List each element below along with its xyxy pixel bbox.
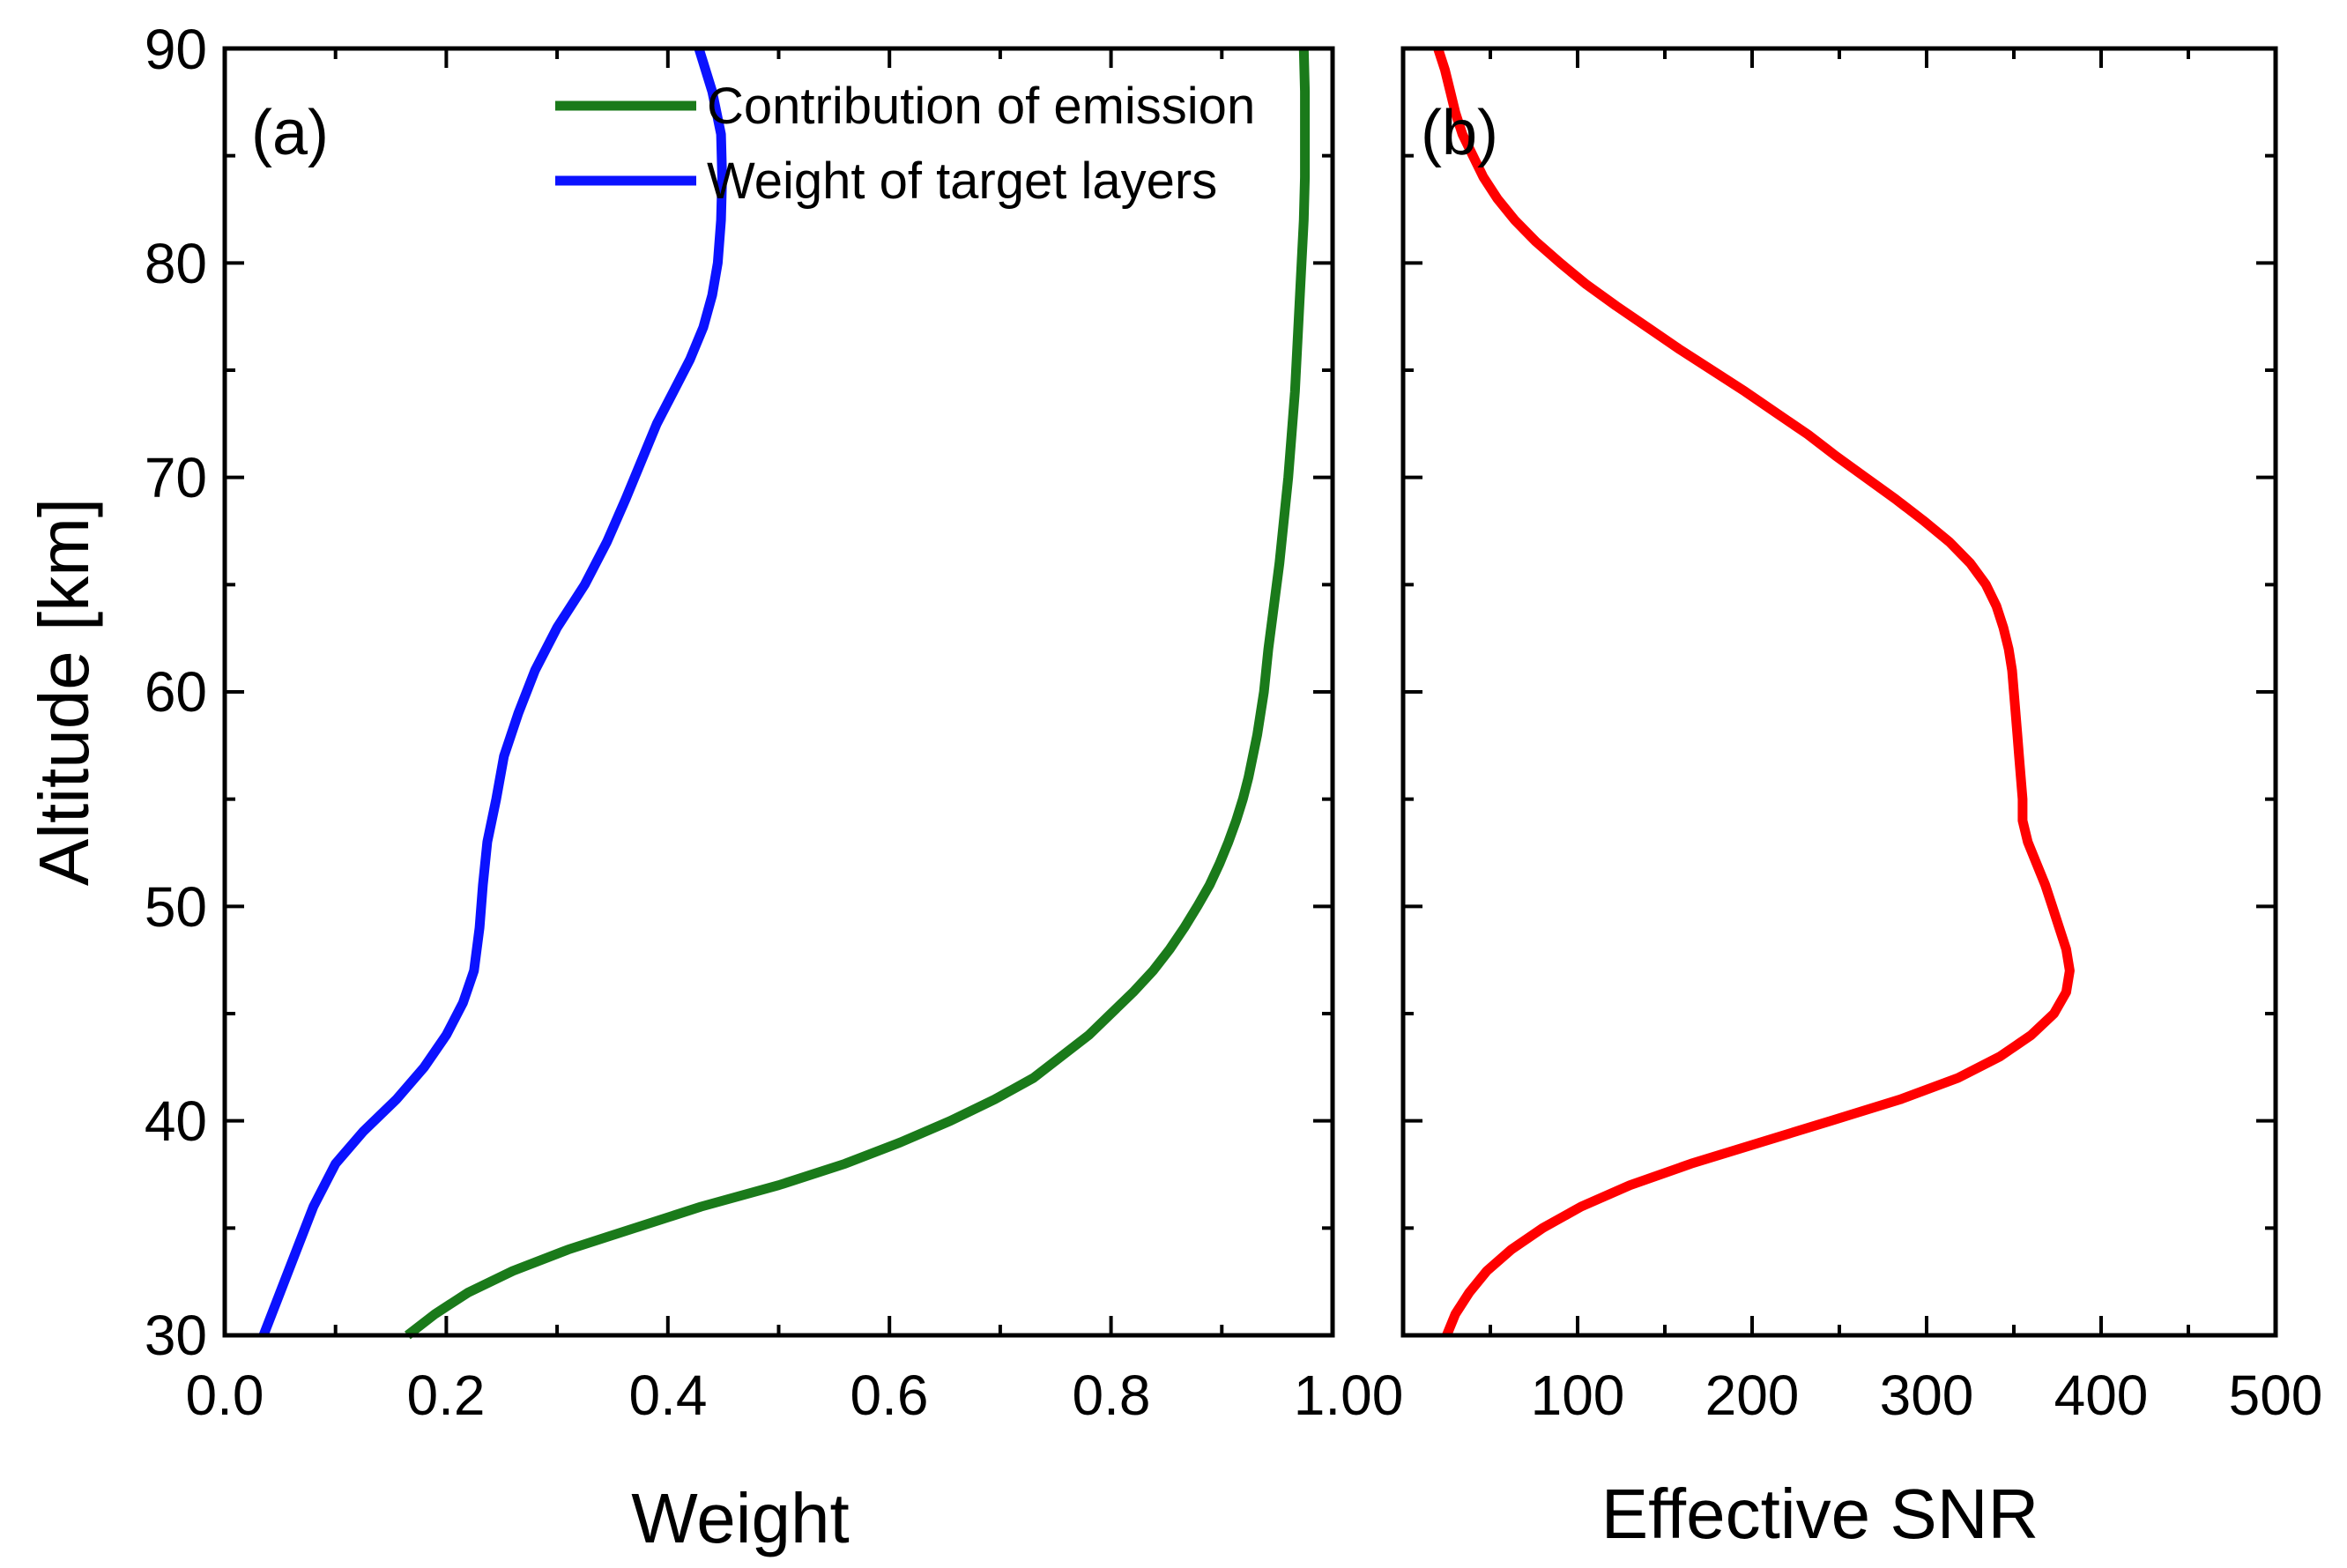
panel-b-x-tick-labels: 100 200 300 400 500 <box>1531 1364 2323 1427</box>
x-tick-label: 0.4 <box>629 1364 708 1427</box>
y-tick-label: 30 <box>145 1304 207 1367</box>
y-tick-label: 90 <box>145 18 207 81</box>
x-tick-label: 200 <box>1705 1364 1800 1427</box>
series-line-effective-snr <box>1433 47 2075 1338</box>
x-tick-label: 0.6 <box>850 1364 929 1427</box>
y-tick-label: 70 <box>145 446 207 509</box>
panel-a: (a) Contribution of emission Weight of t… <box>145 18 1403 1557</box>
panel-b-label: (b) <box>1421 98 1498 168</box>
x-tick-label: 0.0 <box>186 1364 264 1427</box>
panel-a-x-tick-labels: 0.0 0.2 0.4 0.6 0.8 1.00 <box>186 1364 1404 1427</box>
y-tick-label: 60 <box>145 660 207 724</box>
panel-a-series <box>258 47 1311 1340</box>
y-tick-label: 80 <box>145 232 207 295</box>
panel-a-frame <box>222 46 1335 1338</box>
y-axis-title: Altitude [km] <box>25 498 103 886</box>
y-tick-label: 50 <box>145 875 207 939</box>
y-tick-labels: 30 40 50 60 70 80 90 <box>145 18 207 1367</box>
x-tick-label: 300 <box>1880 1364 1974 1427</box>
x-tick-label: 100 <box>1531 1364 1625 1427</box>
x-tick-label: 0.2 <box>407 1364 486 1427</box>
y-tick-label: 40 <box>145 1089 207 1153</box>
x-tick-label: 1.00 <box>1294 1364 1404 1427</box>
panel-b-frame <box>1400 46 2278 1338</box>
x-tick-label: 0.8 <box>1073 1364 1151 1427</box>
x-tick-label: 400 <box>2054 1364 2149 1427</box>
panel-a-x-axis-title: Weight <box>631 1479 850 1557</box>
series-line-contribution-of-emission <box>405 48 1311 1340</box>
series-line-weight-of-target-layers <box>258 47 727 1337</box>
legend-label-contribution: Contribution of emission <box>707 78 1255 135</box>
panel-b-series <box>1433 47 2075 1338</box>
panel-a-ticks <box>223 47 1334 1337</box>
panel-b-x-axis-title: Effective SNR <box>1601 1475 2039 1553</box>
legend: Contribution of emission Weight of targe… <box>555 78 1255 210</box>
x-tick-label: 500 <box>2229 1364 2323 1427</box>
legend-label-weight: Weight of target layers <box>707 152 1217 210</box>
panel-b: (b) 100 200 300 400 500 Effective SNR <box>1400 46 2323 1553</box>
panel-a-label: (a) <box>251 98 329 168</box>
